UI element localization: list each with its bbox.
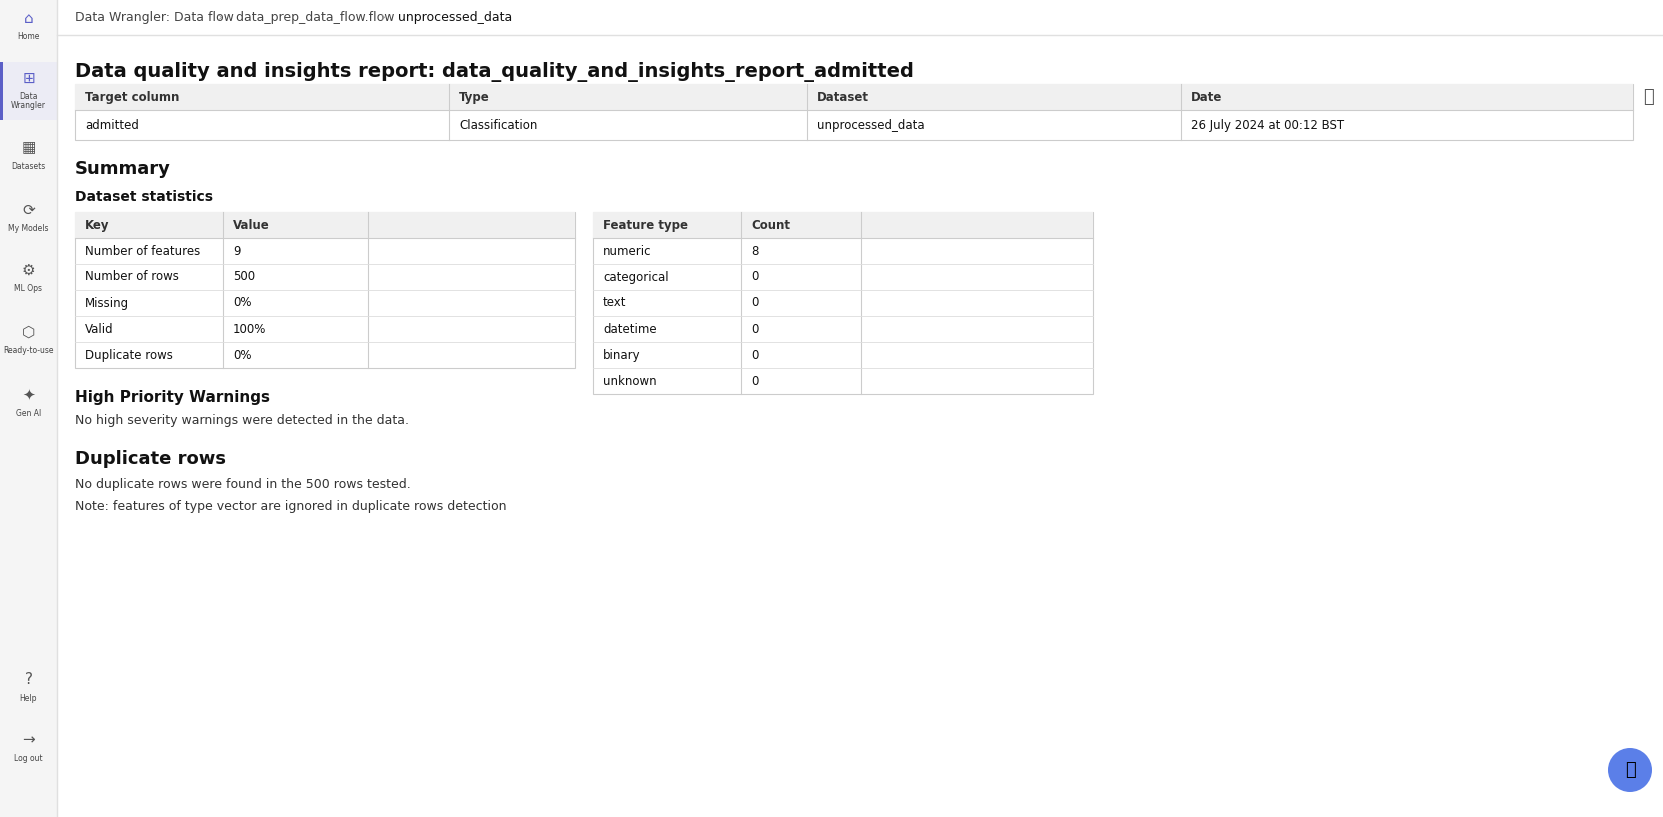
Text: 0: 0 (752, 374, 758, 387)
Text: Value: Value (233, 218, 269, 231)
Text: Duplicate rows: Duplicate rows (85, 349, 173, 361)
Text: ⬡: ⬡ (22, 324, 35, 340)
Text: Gen AI: Gen AI (17, 409, 42, 418)
Text: No duplicate rows were found in the 500 rows tested.: No duplicate rows were found in the 500 … (75, 478, 411, 491)
Bar (0, 62, 3, 120)
Text: Wrangler: Wrangler (12, 101, 47, 110)
Bar (0, 62, 57, 120)
Text: ML Ops: ML Ops (15, 284, 43, 293)
Text: Help: Help (20, 694, 37, 703)
Text: 500: 500 (233, 270, 254, 283)
Text: Key: Key (85, 218, 110, 231)
Text: Date: Date (1191, 91, 1222, 104)
Text: My Models: My Models (8, 224, 48, 233)
Bar (594, 212, 1093, 394)
Text: ⊞: ⊞ (22, 70, 35, 86)
Text: categorical: categorical (604, 270, 669, 283)
Text: admitted: admitted (85, 118, 140, 132)
Bar (0, 0, 57, 817)
Text: ✦: ✦ (22, 387, 35, 403)
Text: Dataset: Dataset (817, 91, 870, 104)
Text: Data Wrangler: Data flow: Data Wrangler: Data flow (75, 11, 234, 24)
Text: Ready-to-use: Ready-to-use (3, 346, 53, 355)
Text: Valid: Valid (85, 323, 113, 336)
Text: numeric: numeric (604, 244, 652, 257)
Bar (75, 84, 1633, 140)
Text: unprocessed_data: unprocessed_data (817, 118, 925, 132)
Text: ?: ? (25, 672, 33, 687)
Bar (75, 212, 575, 238)
Text: 26 July 2024 at 00:12 BST: 26 July 2024 at 00:12 BST (1191, 118, 1344, 132)
Text: binary: binary (604, 349, 640, 361)
Text: Target column: Target column (85, 91, 180, 104)
Text: Count: Count (752, 218, 790, 231)
Text: Duplicate rows: Duplicate rows (75, 450, 226, 468)
Bar (75, 84, 1633, 110)
Text: text: text (604, 297, 627, 310)
Text: 0: 0 (752, 349, 758, 361)
Text: Dataset statistics: Dataset statistics (75, 190, 213, 204)
Text: No high severity warnings were detected in the data.: No high severity warnings were detected … (75, 414, 409, 427)
Text: Data: Data (20, 92, 38, 101)
Text: 9: 9 (233, 244, 241, 257)
Text: 💬: 💬 (1625, 761, 1635, 779)
Bar (75, 212, 575, 368)
Text: Type: Type (459, 91, 489, 104)
Circle shape (1608, 748, 1651, 792)
Text: unprocessed_data: unprocessed_data (394, 11, 512, 24)
Text: ⟳: ⟳ (22, 203, 35, 217)
Text: Missing: Missing (85, 297, 130, 310)
Text: Number of features: Number of features (85, 244, 200, 257)
Text: ›: › (376, 11, 389, 24)
Text: Log out: Log out (15, 754, 43, 763)
Text: ▦: ▦ (22, 141, 35, 155)
Bar (594, 212, 1093, 238)
Text: 0%: 0% (233, 349, 251, 361)
Text: Summary: Summary (75, 160, 171, 178)
Text: Feature type: Feature type (604, 218, 688, 231)
Text: Datasets: Datasets (12, 162, 45, 171)
Text: Home: Home (17, 32, 40, 41)
Text: Note: features of type vector are ignored in duplicate rows detection: Note: features of type vector are ignore… (75, 500, 507, 513)
Text: ›: › (215, 11, 228, 24)
Text: 100%: 100% (233, 323, 266, 336)
Text: Number of rows: Number of rows (85, 270, 180, 283)
Text: 8: 8 (752, 244, 758, 257)
Text: ⚙: ⚙ (22, 262, 35, 278)
Text: unknown: unknown (604, 374, 657, 387)
Text: data_prep_data_flow.flow: data_prep_data_flow.flow (231, 11, 394, 24)
Text: 0: 0 (752, 270, 758, 283)
Text: ⤓: ⤓ (1643, 88, 1653, 106)
Text: →: → (22, 733, 35, 748)
Text: Data quality and insights report: data_quality_and_insights_report_admitted: Data quality and insights report: data_q… (75, 62, 915, 82)
Text: 0%: 0% (233, 297, 251, 310)
Text: High Priority Warnings: High Priority Warnings (75, 390, 269, 405)
Text: datetime: datetime (604, 323, 657, 336)
Text: ⌂: ⌂ (23, 11, 33, 25)
Text: Classification: Classification (459, 118, 537, 132)
Text: 0: 0 (752, 297, 758, 310)
Text: 0: 0 (752, 323, 758, 336)
